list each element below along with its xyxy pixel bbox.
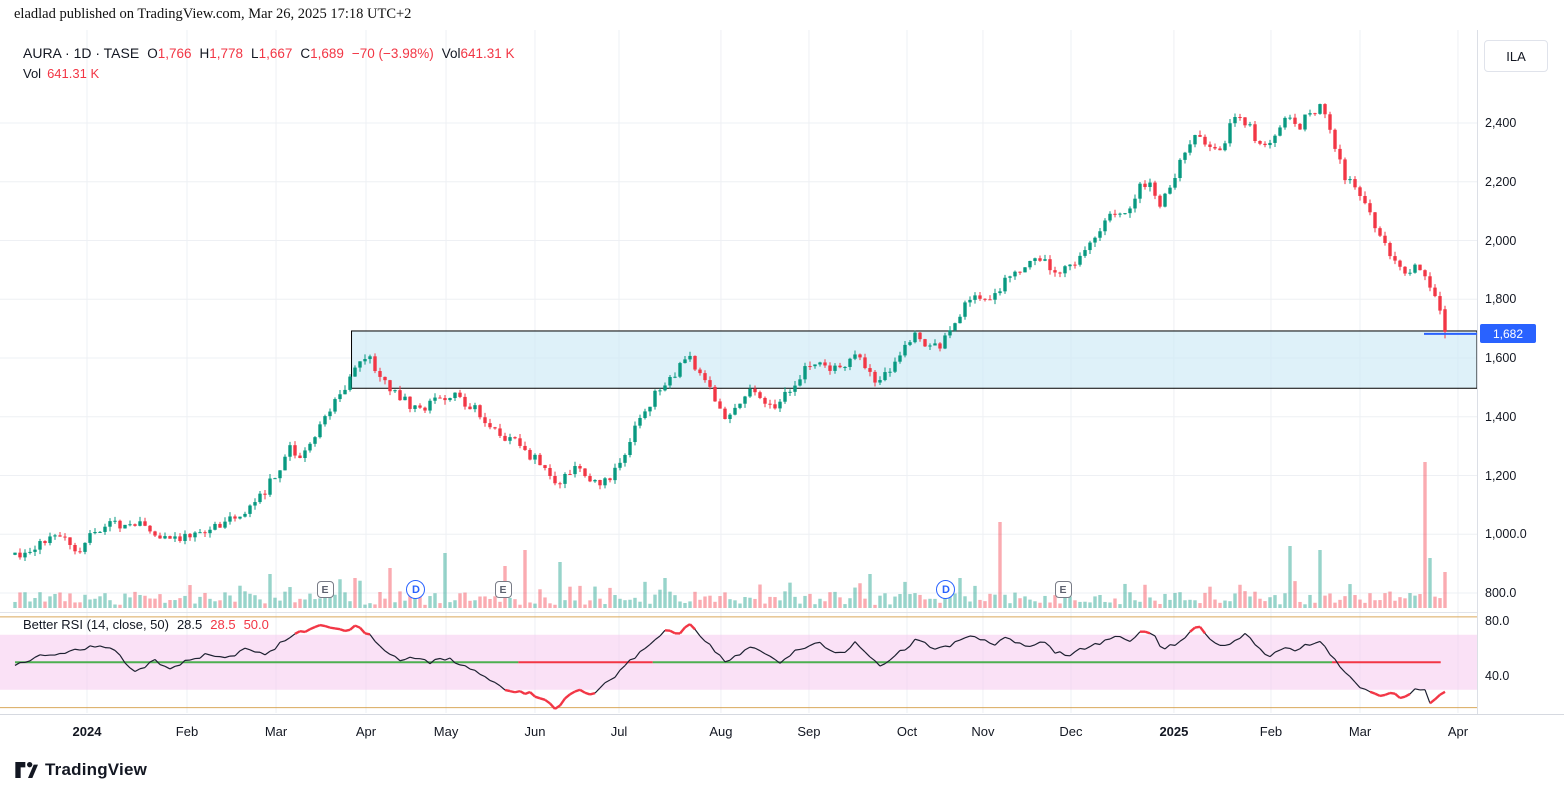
- price-axis-label: 1,400: [1485, 409, 1517, 424]
- current-price-badge: 1,682: [1480, 324, 1536, 344]
- time-axis-label: Mar: [1348, 724, 1372, 739]
- ohlc-low: L 1,667: [251, 45, 293, 61]
- volume-legend-value: 641.31 K: [47, 66, 100, 81]
- dividend-marker[interactable]: D: [406, 580, 426, 599]
- price-axis-label: 1,600: [1485, 351, 1517, 365]
- rsi-legend: Better RSI (14, close, 50) 28.5 28.5 50.…: [23, 617, 269, 632]
- time-axis-label: Jun: [524, 724, 546, 739]
- price-axis-label: 1,800: [1485, 292, 1517, 307]
- symbol-title: AURA · 1D · TASE: [23, 45, 140, 61]
- time-axis-label: Apr: [355, 724, 377, 739]
- time-axis-label: 2024: [72, 724, 102, 739]
- tradingview-logo-icon: [15, 762, 38, 778]
- price-axis-label: 1,200: [1485, 468, 1517, 483]
- time-axis-label: Aug: [709, 724, 733, 739]
- time-axis-label: Sep: [797, 724, 821, 739]
- ohlc-high: H 1,778: [199, 45, 244, 61]
- time-axis-label: Feb: [1259, 724, 1283, 739]
- rsi-value-neutral: 28.5: [176, 617, 203, 632]
- publish-info: eladlad published on TradingView.com, Ma…: [14, 6, 412, 22]
- price-axis[interactable]: ILA 2,400 2,200 2,000 1,800 1,600 1,400 1,200 1…: [1477, 30, 1564, 714]
- rsi-value-current: 28.5: [210, 617, 236, 632]
- time-axis-label: May: [433, 724, 459, 739]
- header-bar: eladlad published on TradingView.com, Ma…: [0, 0, 1564, 30]
- footer: TradingView: [0, 748, 1564, 792]
- chart-canvas[interactable]: [0, 0, 1564, 748]
- price-axis-label: 2,200: [1485, 174, 1517, 189]
- change-value: −70 (−3.98%): [351, 45, 434, 61]
- price-axis-label: 800.0: [1485, 586, 1517, 600]
- time-axis-label: Feb: [175, 724, 199, 739]
- tradingview-logo[interactable]: TradingView: [14, 760, 147, 780]
- time-axis[interactable]: 2024 Feb Mar Apr May Jun Jul Aug Sep Oct Nov Dec 202…: [0, 714, 1564, 749]
- rsi-legend-title: Better RSI (14, close, 50): [23, 617, 169, 632]
- earnings-marker[interactable]: E: [316, 581, 334, 598]
- time-axis-label: Apr: [1447, 724, 1469, 739]
- price-axis-label: 2,000: [1485, 233, 1517, 248]
- volume-legend-label: Vol: [23, 66, 42, 81]
- volume-legend: Vol 641.31 K: [23, 66, 99, 81]
- rsi-pane: [0, 616, 1477, 710]
- time-axis-label: Nov: [971, 724, 995, 739]
- earnings-marker[interactable]: E: [494, 581, 512, 598]
- price-axis-label: 2,400: [1485, 116, 1517, 130]
- ohlc-open: O 1,766: [147, 45, 192, 61]
- time-axis-label: Jul: [610, 724, 628, 739]
- rsi-axis-label: 40.0: [1485, 669, 1510, 683]
- rsi-value-mid: 50.0: [243, 617, 269, 632]
- time-axis-label: Mar: [264, 724, 288, 739]
- rsi-axis-label: 80.0: [1485, 614, 1510, 628]
- volume-series: [13, 462, 1447, 608]
- earnings-marker[interactable]: E: [1054, 581, 1072, 598]
- time-axis-label: Dec: [1059, 724, 1083, 739]
- candlestick-series: [13, 103, 1447, 561]
- volume-inline: Vol 641.31 K: [441, 45, 515, 61]
- currency-unit-button[interactable]: ILA: [1484, 40, 1548, 72]
- ohlc-close: C 1,689: [300, 45, 344, 61]
- dividend-marker[interactable]: D: [936, 580, 956, 599]
- price-axis-label: 1,000.0: [1485, 527, 1527, 542]
- tradingview-logo-text: TradingView: [45, 760, 148, 779]
- time-axis-label: 2025: [1159, 724, 1189, 739]
- time-axis-label: Oct: [896, 724, 918, 739]
